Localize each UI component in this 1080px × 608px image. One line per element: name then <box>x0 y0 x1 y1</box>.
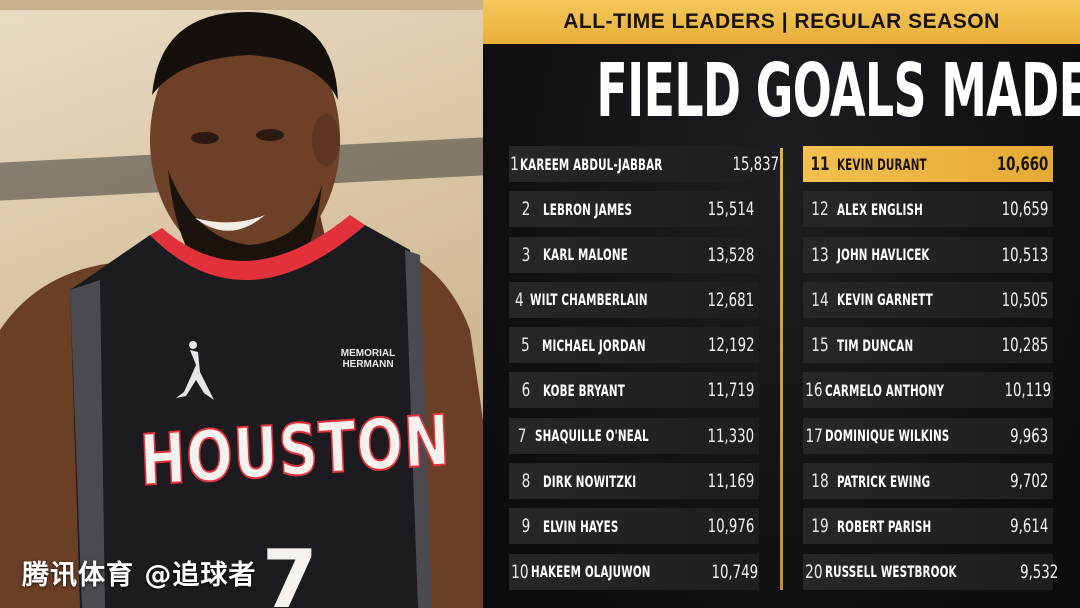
leader-row: 9 ELVIN HAYES 10,976 <box>509 508 759 545</box>
leader-row: 15 TIM DUNCAN 10,285 <box>803 327 1053 364</box>
leader-rank: 15 <box>811 334 829 357</box>
leaders-column-right: 11 KEVIN DURANT 10,660 12 ALEX ENGLISH 10,659… <box>803 146 1058 599</box>
leader-rank: 6 <box>521 379 531 402</box>
player-illustration <box>0 11 483 608</box>
leader-value: 12,192 <box>707 334 755 357</box>
leader-value: 10,660 <box>996 153 1049 175</box>
leader-name: KAREEM ABDUL-JABBAR <box>519 154 663 174</box>
leader-name: PATRICK EWING <box>837 471 931 491</box>
page-title: FIELD GOALS MADE <box>596 48 1080 134</box>
leader-name: ROBERT PARISH <box>837 516 932 536</box>
leader-row: 10 HAKEEM OLAJUWON 10,749 <box>509 553 759 590</box>
leader-name: DOMINIQUE WILKINS <box>825 426 950 446</box>
leader-rank: 18 <box>811 470 829 493</box>
leader-rank: 2 <box>521 198 531 221</box>
leader-rank: 8 <box>521 470 531 493</box>
leader-value: 15,514 <box>707 198 755 221</box>
court-background <box>0 0 483 10</box>
leader-row: 19 ROBERT PARISH 9,614 <box>803 508 1053 545</box>
leader-row: 8 DIRK NOWITZKI 11,169 <box>509 463 759 500</box>
leader-name: TIM DUNCAN <box>837 335 914 355</box>
leader-name: KEVIN DURANT <box>837 154 927 174</box>
leader-name: WILT CHAMBERLAIN <box>529 290 648 310</box>
leader-row: 16 CARMELO ANTHONY 10,119 <box>803 372 1053 409</box>
player-photo: MEMORIAL HERMANN HOUSTON 7 腾讯体育 @追球者 <box>0 0 483 608</box>
leader-value: 10,285 <box>1001 334 1049 357</box>
leader-row: 13 JOHN HAVLICEK 10,513 <box>803 236 1053 273</box>
leader-rank: 10 <box>511 560 529 583</box>
jersey-patch-line1: MEMORIAL <box>340 348 396 359</box>
leader-row: 6 KOBE BRYANT 11,719 <box>509 372 759 409</box>
leader-value: 10,119 <box>1004 379 1052 402</box>
leader-name: JOHN HAVLICEK <box>837 245 930 265</box>
leader-rank: 14 <box>811 288 829 311</box>
leader-row: 2 LEBRON JAMES 15,514 <box>509 191 759 228</box>
leader-rank: 5 <box>520 334 530 357</box>
jersey-number: 7 <box>262 533 318 608</box>
leader-value: 10,749 <box>711 560 758 583</box>
jersey-text: HOUSTON <box>137 398 452 502</box>
leader-row: 5 MICHAEL JORDAN 12,192 <box>509 327 759 364</box>
banner: ALL-TIME LEADERS | REGULAR SEASON <box>483 0 1080 44</box>
leader-value: 11,719 <box>707 379 755 402</box>
leader-row: 18 PATRICK EWING 9,702 <box>803 463 1053 500</box>
leader-name: ELVIN HAYES <box>543 516 619 536</box>
leader-rank: 12 <box>811 198 829 221</box>
column-divider <box>780 148 783 590</box>
leader-rank: 16 <box>805 379 823 402</box>
leader-name: RUSSELL WESTBROOK <box>824 562 957 582</box>
leader-value: 10,659 <box>1001 198 1049 221</box>
leader-row: 14 KEVIN GARNETT 10,505 <box>803 281 1053 318</box>
leader-name: KOBE BRYANT <box>543 380 625 400</box>
leader-name: HAKEEM OLAJUWON <box>530 562 651 582</box>
leader-value: 9,614 <box>1010 515 1049 538</box>
leader-rank: 20 <box>805 560 823 583</box>
leader-row: 17 DOMINIQUE WILKINS 9,963 <box>803 417 1053 454</box>
banner-text: ALL-TIME LEADERS | REGULAR SEASON <box>563 10 1000 33</box>
leader-row: 7 SHAQUILLE O'NEAL 11,330 <box>509 417 759 454</box>
leader-value: 10,505 <box>1001 288 1049 311</box>
leader-name: KARL MALONE <box>543 245 628 265</box>
leader-name: KEVIN GARNETT <box>837 290 933 310</box>
leaders-column-left: 1 KAREEM ABDUL-JABBAR 15,837 2 LEBRON JAMES 1… <box>509 146 779 599</box>
leader-name: SHAQUILLE O'NEAL <box>535 426 649 446</box>
leader-value: 9,532 <box>1019 560 1058 583</box>
leader-row: 12 ALEX ENGLISH 10,659 <box>803 191 1053 228</box>
watermark: 腾讯体育 @追球者 <box>22 560 257 591</box>
leader-row: 3 KARL MALONE 13,528 <box>509 236 759 273</box>
leader-value: 9,963 <box>1010 424 1049 447</box>
leader-name: DIRK NOWITZKI <box>543 471 637 491</box>
leader-name: MICHAEL JORDAN <box>541 335 646 355</box>
leader-rank: 7 <box>517 424 527 447</box>
leader-row: 20 RUSSELL WESTBROOK 9,532 <box>803 553 1058 590</box>
leader-name: LEBRON JAMES <box>543 199 633 219</box>
leader-value: 13,528 <box>707 243 755 266</box>
leader-row: 4 WILT CHAMBERLAIN 12,681 <box>509 281 759 318</box>
leaders-panel: ALL-TIME LEADERS | REGULAR SEASON FIELD … <box>483 0 1080 608</box>
leader-value: 9,702 <box>1010 470 1049 493</box>
leader-name: CARMELO ANTHONY <box>824 380 944 400</box>
leader-value: 12,681 <box>707 288 755 311</box>
leader-rank: 3 <box>521 243 531 266</box>
leader-value: 11,330 <box>707 424 755 447</box>
leader-value: 10,976 <box>707 515 755 538</box>
leader-rank: 4 <box>515 288 524 311</box>
leader-value: 10,513 <box>1001 243 1049 266</box>
leader-row-highlighted: 11 KEVIN DURANT 10,660 <box>803 146 1053 182</box>
leader-rank: 9 <box>521 515 531 538</box>
jersey-patch: MEMORIAL HERMANN <box>333 348 403 370</box>
leader-rank: 13 <box>811 243 829 266</box>
jersey-patch-line2: HERMANN <box>342 359 394 370</box>
leader-row: 1 KAREEM ABDUL-JABBAR 15,837 <box>509 146 779 182</box>
leader-name: ALEX ENGLISH <box>837 199 923 219</box>
leader-rank: 1 <box>510 153 519 175</box>
leader-value: 15,837 <box>732 153 779 175</box>
leader-rank: 19 <box>811 515 829 538</box>
leader-value: 11,169 <box>707 470 755 493</box>
leader-rank: 11 <box>810 153 830 175</box>
leader-rank: 17 <box>805 424 823 447</box>
